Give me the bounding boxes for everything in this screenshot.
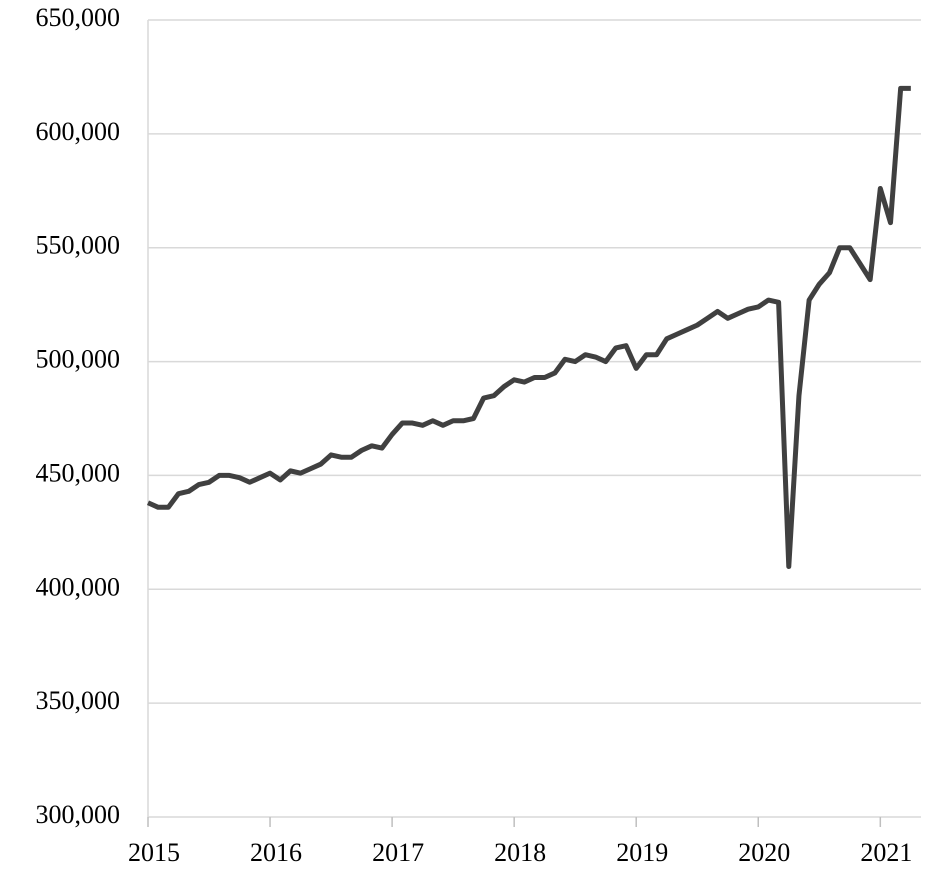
y-tick-label: 300,000 [36, 800, 121, 829]
y-tick-label: 450,000 [36, 458, 121, 487]
y-tick-label: 500,000 [36, 345, 121, 374]
x-tick-label: 2017 [372, 838, 424, 867]
x-tick-label: 2015 [128, 838, 180, 867]
x-tick-label: 2019 [616, 838, 668, 867]
y-tick-label: 650,000 [36, 3, 121, 32]
x-tick-label: 2020 [738, 838, 790, 867]
x-tick-label: 2016 [250, 838, 302, 867]
y-tick-label: 350,000 [36, 686, 121, 715]
data-line [146, 85, 911, 570]
x-tick-label: 2021 [860, 838, 912, 867]
y-tick-label: 550,000 [36, 231, 121, 260]
y-tick-label: 400,000 [36, 572, 121, 601]
x-tick-label: 2018 [494, 838, 546, 867]
y-tick-label: 600,000 [36, 117, 121, 146]
